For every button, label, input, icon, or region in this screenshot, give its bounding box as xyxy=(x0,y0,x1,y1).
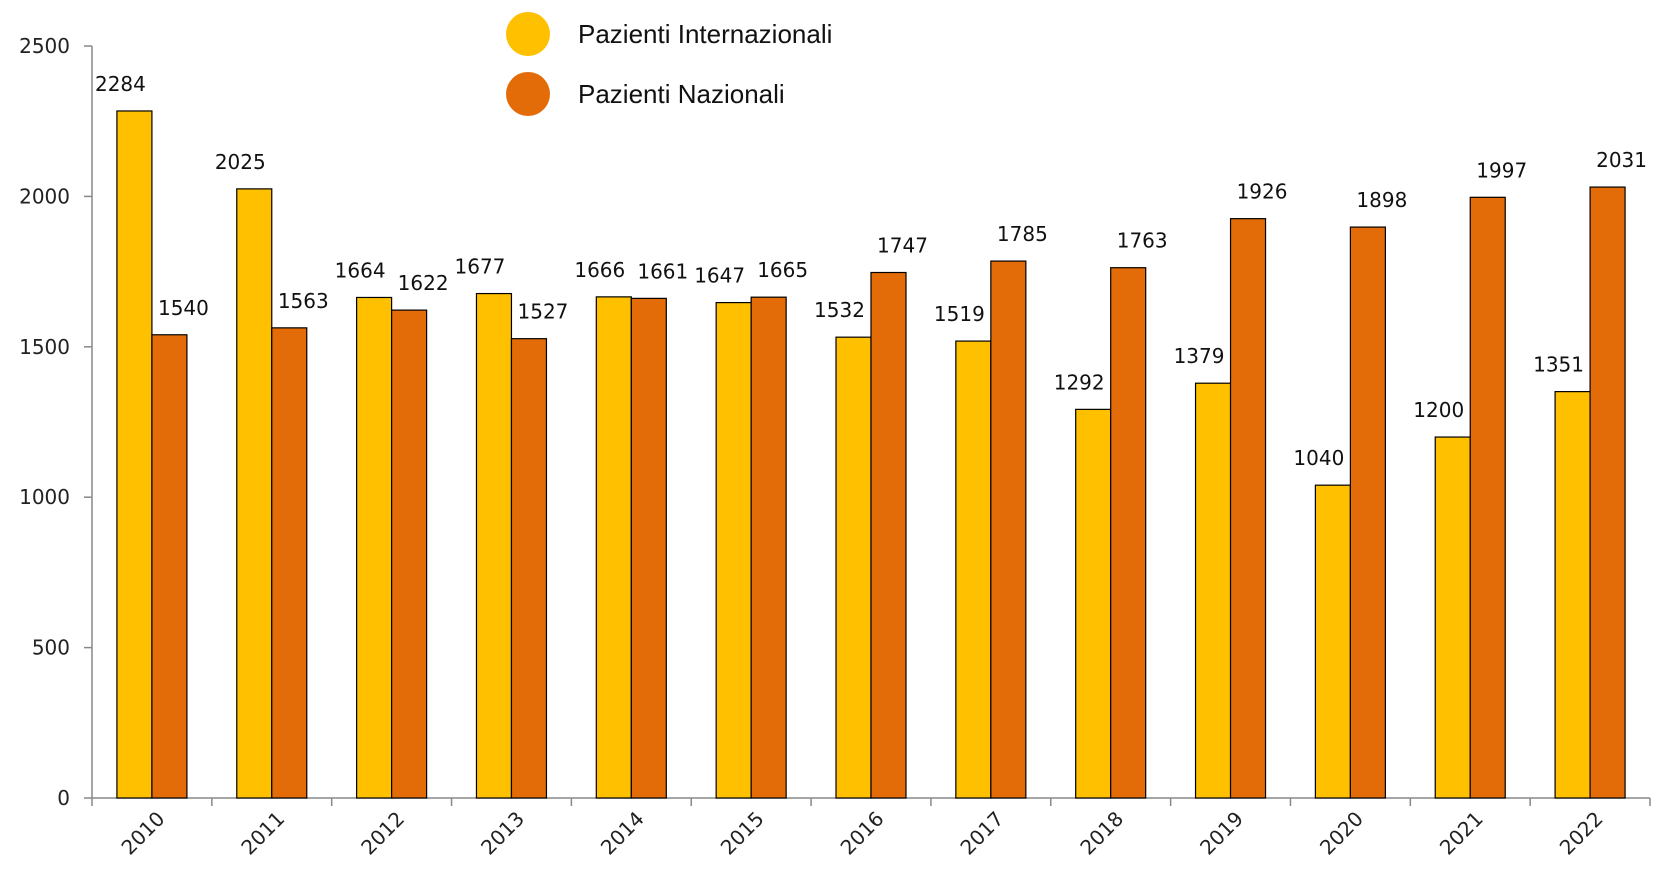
data-label-internazionali: 1666 xyxy=(574,258,625,282)
legend-swatch-internazionali xyxy=(506,12,550,56)
x-axis: 2010 2011 2012 2013 2014 2015 2016 2017 2018 2019… xyxy=(91,797,1651,860)
x-tick-label: 2022 xyxy=(1555,807,1608,860)
x-tick-label: 2012 xyxy=(356,807,409,860)
data-label-internazionali: 2284 xyxy=(95,72,146,96)
bar-internazionali-2015 xyxy=(715,301,752,799)
bars xyxy=(116,110,1626,799)
x-tick-label: 2018 xyxy=(1075,807,1128,860)
bar-nazionali-2017 xyxy=(990,260,1027,799)
y-tick-label: 2500 xyxy=(19,34,70,58)
data-label-internazionali: 1200 xyxy=(1413,398,1464,422)
bar-nazionali-2019 xyxy=(1229,218,1267,799)
x-tick-label: 2021 xyxy=(1435,807,1488,860)
x-tick-label: 2019 xyxy=(1195,807,1248,860)
data-label-nazionali: 1898 xyxy=(1356,188,1407,212)
x-tick-label: 2016 xyxy=(836,807,889,860)
bar-internazionali-2011 xyxy=(236,188,273,799)
legend-label-nazionali: Pazienti Nazionali xyxy=(578,79,785,109)
bar-internazionali-2017 xyxy=(955,340,992,799)
bar-nazionali-2020 xyxy=(1349,226,1386,799)
data-label-nazionali: 1563 xyxy=(278,289,329,313)
data-label-nazionali: 1527 xyxy=(518,300,569,324)
data-label-nazionali: 1661 xyxy=(637,259,688,283)
data-label-internazionali: 1532 xyxy=(814,298,865,322)
bar-nazionali-2013 xyxy=(510,338,548,799)
x-tick-label: 2010 xyxy=(116,807,169,860)
data-label-nazionali: 1997 xyxy=(1476,158,1527,182)
legend-swatch-nazionali xyxy=(506,72,550,116)
bar-nazionali-2012 xyxy=(391,309,428,799)
data-label-internazionali: 1292 xyxy=(1054,370,1105,394)
bar-internazionali-2016 xyxy=(835,336,872,799)
bar-internazionali-2013 xyxy=(475,292,513,799)
x-tick-label: 2020 xyxy=(1315,807,1368,860)
legend-label-internazionali: Pazienti Internazionali xyxy=(578,19,832,49)
bar-internazionali-2012 xyxy=(356,296,393,799)
data-label-nazionali: 1763 xyxy=(1117,229,1168,253)
bar-internazionali-2018 xyxy=(1075,408,1112,799)
data-label-nazionali: 1540 xyxy=(158,296,209,320)
bar-internazionali-2020 xyxy=(1314,484,1351,799)
bar-internazionali-2010 xyxy=(116,110,153,799)
y-tick-label: 1500 xyxy=(19,335,70,359)
bar-internazionali-2014 xyxy=(595,296,632,799)
bar-internazionali-2019 xyxy=(1194,382,1232,799)
bar-nazionali-2022 xyxy=(1589,186,1626,799)
data-label-nazionali: 1665 xyxy=(757,258,808,282)
x-tick-label: 2013 xyxy=(476,807,529,860)
y-tick-label: 500 xyxy=(32,636,70,660)
legend: Pazienti Internazionali Pazienti Naziona… xyxy=(506,12,832,116)
bar-nazionali-2015 xyxy=(750,296,787,799)
x-tick-label: 2017 xyxy=(955,807,1008,860)
data-label-internazionali: 1379 xyxy=(1174,344,1225,368)
bar-nazionali-2016 xyxy=(870,271,907,799)
data-label-internazionali: 1647 xyxy=(694,264,745,288)
bar-nazionali-2010 xyxy=(151,334,188,799)
data-label-nazionali: 1785 xyxy=(997,222,1048,246)
data-label-internazionali: 1351 xyxy=(1533,353,1584,377)
bar-nazionali-2011 xyxy=(271,327,308,799)
bar-nazionali-2018 xyxy=(1110,267,1147,799)
x-tick-label: 2011 xyxy=(236,807,289,860)
data-label-nazionali: 1926 xyxy=(1237,180,1288,204)
data-label-nazionali: 1622 xyxy=(398,271,449,295)
y-tick-label: 2000 xyxy=(19,184,70,208)
x-tick-label: 2014 xyxy=(596,807,649,860)
bar-internazionali-2022 xyxy=(1554,391,1591,799)
x-tick-label: 2015 xyxy=(716,807,769,860)
bar-nazionali-2014 xyxy=(630,297,667,799)
bar-internazionali-2021 xyxy=(1434,436,1471,799)
y-tick-label: 0 xyxy=(57,786,70,810)
data-label-nazionali: 2031 xyxy=(1596,148,1647,172)
data-label-nazionali: 1747 xyxy=(877,234,928,258)
data-label-internazionali: 1677 xyxy=(455,255,506,279)
bar-nazionali-2021 xyxy=(1469,196,1506,799)
data-label-internazionali: 1040 xyxy=(1293,446,1344,470)
data-label-internazionali: 1664 xyxy=(335,258,386,282)
y-axis: 0 500 1000 1500 2000 2500 xyxy=(19,34,93,810)
data-label-internazionali: 1519 xyxy=(934,302,985,326)
data-label-internazionali: 2025 xyxy=(215,150,266,174)
y-tick-label: 1000 xyxy=(19,485,70,509)
